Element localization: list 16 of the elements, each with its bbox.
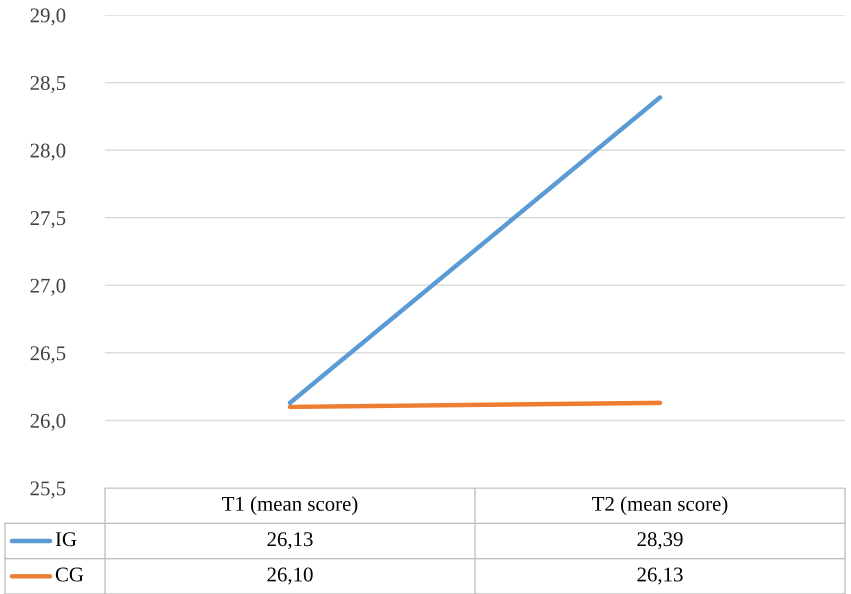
data-label: 26,13: [637, 568, 683, 585]
legend-label: CG: [56, 568, 84, 582]
y-tick-label: 27,0: [30, 278, 66, 296]
y-tick-label: 26,0: [30, 414, 66, 431]
y-tick-label: 27,5: [30, 211, 66, 228]
legend-label: IG: [56, 532, 76, 546]
data-label: 28,39: [637, 532, 683, 550]
y-tick-label: 29,0: [30, 8, 66, 26]
y-tick-label: 26,5: [30, 346, 66, 364]
data-label: 26,13: [267, 532, 313, 550]
y-tick-label: 28,0: [30, 144, 66, 161]
x-tick-label: T1 (mean score): [222, 496, 358, 516]
y-tick-label: 25,5: [30, 481, 66, 498]
data-label: 26,10: [267, 567, 313, 585]
x-tick-label: T2 (mean score): [592, 496, 728, 516]
y-tick-label: 28,5: [30, 76, 66, 94]
